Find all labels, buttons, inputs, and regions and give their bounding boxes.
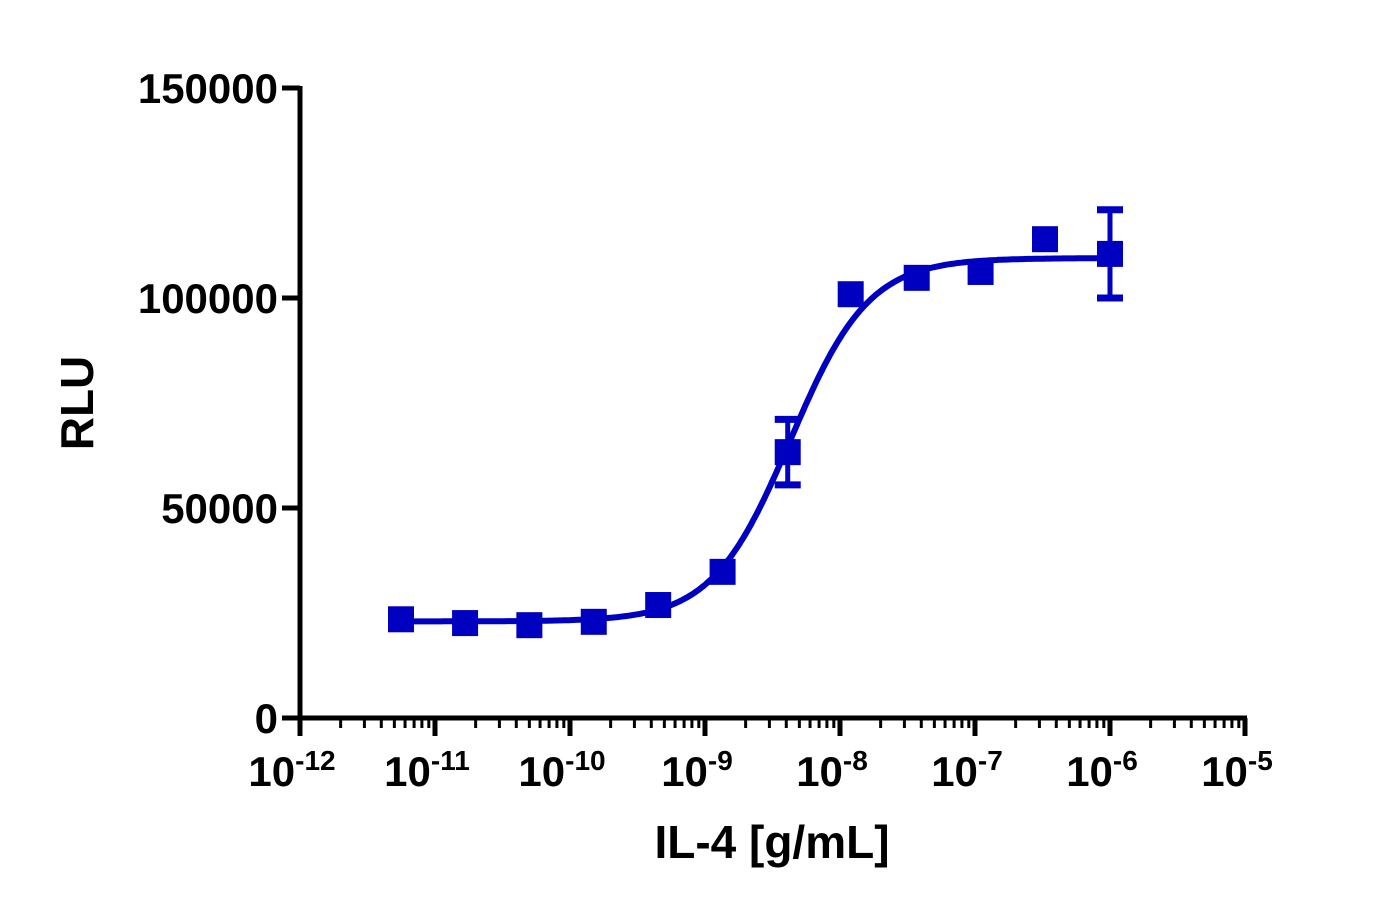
data-point (580, 608, 607, 635)
x-tick-exponent: -10 (565, 745, 605, 776)
data-point (837, 281, 864, 308)
x-tick-base: 10 (796, 748, 843, 795)
x-tick-label: 10-6 (1066, 745, 1138, 795)
x-tick-exponent: -9 (708, 745, 733, 776)
x-tick-label: 10-12 (248, 745, 335, 795)
y-axis-label: RLU (51, 356, 103, 451)
y-tick-label: 0 (255, 695, 278, 742)
x-tick-label: 10-5 (1201, 745, 1273, 795)
x-tick-exponent: -5 (1248, 745, 1273, 776)
x-tick-label: 10-8 (796, 745, 868, 795)
data-point (645, 592, 672, 619)
x-tick-label: 10-7 (931, 745, 1003, 795)
x-tick-label: 10-10 (518, 745, 605, 795)
x-axis-label: IL-4 [g/mL] (654, 816, 889, 868)
data-point (1031, 226, 1058, 253)
fit-curve (401, 255, 1110, 625)
y-tick-label: 50000 (161, 485, 278, 532)
x-tick-label: 10-9 (661, 745, 733, 795)
x-tick-exponent: -8 (843, 745, 868, 776)
data-point (452, 610, 479, 637)
x-tick-base: 10 (661, 748, 708, 795)
x-tick-base: 10 (931, 748, 978, 795)
data-point (388, 606, 415, 633)
x-tick-base: 10 (1201, 748, 1248, 795)
y-tick-label: 150000 (138, 65, 278, 112)
x-tick-base: 10 (1066, 748, 1113, 795)
marks (388, 206, 1123, 639)
y-tick-label: 100000 (138, 275, 278, 322)
x-tick-label: 10-11 (384, 745, 470, 795)
x-tick-base: 10 (518, 748, 565, 795)
data-point (709, 558, 736, 585)
x-tick-exponent: -7 (978, 745, 1003, 776)
data-point (516, 612, 543, 639)
x-tick-exponent: -6 (1113, 745, 1138, 776)
data-point (967, 258, 994, 285)
x-tick-exponent: -11 (431, 745, 470, 776)
data-point (1097, 240, 1123, 267)
data-point (774, 439, 801, 466)
x-tick-base: 10 (248, 748, 295, 795)
data-point (903, 264, 930, 291)
x-tick-base: 10 (384, 748, 431, 795)
x-tick-exponent: -12 (295, 745, 335, 776)
